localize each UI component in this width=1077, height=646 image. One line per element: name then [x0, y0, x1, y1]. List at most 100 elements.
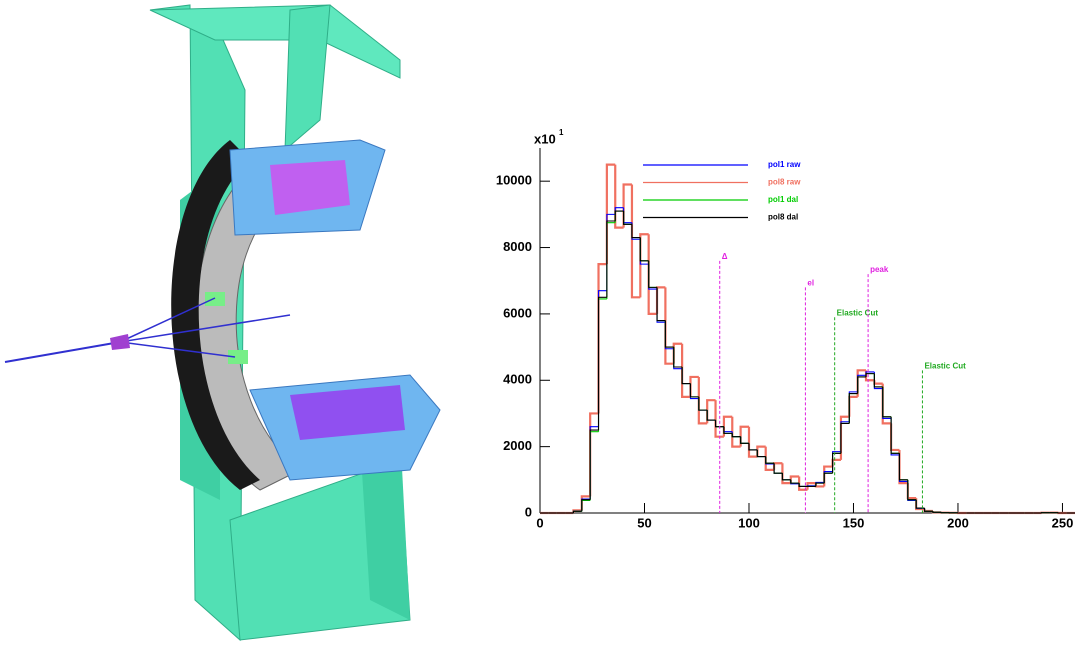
beam	[5, 342, 120, 362]
y-tick-label: 10000	[496, 173, 532, 188]
histogram-step	[891, 423, 899, 450]
histogram-step	[582, 500, 590, 512]
histogram-step	[607, 221, 615, 297]
histogram-series	[540, 165, 1075, 513]
histogram-step	[599, 291, 607, 427]
histogram-step	[682, 367, 690, 384]
histogram-step	[849, 394, 857, 424]
histogram-step	[674, 344, 682, 364]
legend-label: pol8 raw	[768, 178, 801, 187]
histogram-step	[866, 374, 874, 377]
frame-right-top	[285, 5, 330, 150]
histogram-step	[891, 417, 899, 454]
histogram-step	[916, 500, 924, 508]
histogram-step	[699, 377, 707, 423]
histogram-step	[690, 377, 698, 397]
histogram-step	[782, 473, 790, 480]
annotation-label: Elastic Cut	[924, 361, 966, 370]
histogram-step	[749, 443, 757, 450]
histogram-step	[607, 214, 615, 290]
histogram-step	[682, 369, 690, 384]
histogram-step	[782, 473, 790, 480]
histogram-step	[791, 480, 799, 483]
histogram-step	[849, 397, 857, 417]
histogram-step	[774, 463, 782, 473]
histogram-step	[908, 483, 916, 498]
histogram-step	[766, 457, 774, 464]
histogram-step	[624, 208, 632, 223]
histogram-step	[774, 463, 782, 470]
histogram-step	[858, 375, 866, 392]
histogram-step	[657, 287, 665, 314]
histogram-step	[757, 447, 765, 457]
histogram-step	[799, 483, 807, 486]
histogram-series	[540, 211, 1075, 513]
legend-label: pol1 raw	[768, 160, 801, 169]
histogram-step	[599, 299, 607, 432]
histogram-step	[665, 321, 673, 348]
histogram-step	[624, 185, 632, 228]
annotation-label: Elastic Cut	[837, 308, 879, 317]
histogram-step	[657, 289, 665, 322]
histogram-step	[749, 427, 757, 457]
histogram-step	[883, 389, 891, 419]
histogram-step	[916, 500, 924, 508]
histogram-step	[874, 374, 882, 387]
histogram-step	[590, 432, 598, 501]
x-tick-label: 0	[536, 515, 543, 530]
histogram-step	[841, 423, 849, 453]
histogram-step	[908, 480, 916, 500]
histogram-step	[732, 432, 740, 437]
annotation-label: Δ	[722, 252, 728, 261]
y-tick-label: 8000	[503, 239, 532, 254]
histogram-step	[891, 417, 899, 454]
histogram-step	[599, 297, 607, 430]
histogram-step	[925, 508, 933, 511]
histogram-step	[682, 344, 690, 397]
histogram-step	[690, 384, 698, 399]
histogram-step	[841, 422, 849, 452]
histogram-step	[665, 321, 673, 348]
histogram-step	[674, 347, 682, 367]
histogram-step	[883, 387, 891, 417]
histogram-step	[657, 287, 665, 320]
histogram-step	[724, 427, 732, 434]
histogram-step	[649, 261, 657, 288]
histogram-step	[682, 367, 690, 384]
histogram-step	[774, 463, 782, 473]
histogram-step	[741, 437, 749, 444]
histogram-step	[699, 399, 707, 411]
histogram-step	[599, 264, 607, 413]
histogram-step	[858, 370, 866, 397]
histogram-step	[849, 394, 857, 424]
histogram-step	[640, 238, 648, 261]
histogram-step	[741, 437, 749, 444]
histogram-step	[607, 223, 615, 299]
detector-drawing	[5, 5, 440, 640]
figure: x10 1 0200040006000800010000050100150200…	[0, 0, 1077, 646]
histogram-step	[833, 452, 841, 472]
histogram-step	[774, 464, 782, 473]
histogram-series	[540, 211, 1075, 513]
histogram-step	[590, 430, 598, 500]
histogram-step	[824, 473, 832, 483]
histogram-step	[699, 397, 707, 410]
histogram-step	[665, 287, 673, 363]
target-upper	[205, 292, 225, 306]
y-scale-exponent: 1	[559, 128, 564, 137]
histogram-step	[674, 349, 682, 369]
histogram-step	[824, 467, 832, 487]
histogram-step	[749, 443, 757, 450]
histogram-step	[883, 384, 891, 424]
histogram-step	[883, 387, 891, 417]
annotation-label: el	[807, 278, 814, 287]
histogram-step	[841, 423, 849, 453]
histogram-step	[899, 450, 907, 483]
x-tick-label: 250	[1052, 515, 1074, 530]
histogram-step	[707, 410, 715, 420]
histogram-step	[757, 450, 765, 457]
vertex	[110, 334, 130, 350]
histogram-step	[707, 410, 715, 420]
histogram-step	[657, 287, 665, 320]
